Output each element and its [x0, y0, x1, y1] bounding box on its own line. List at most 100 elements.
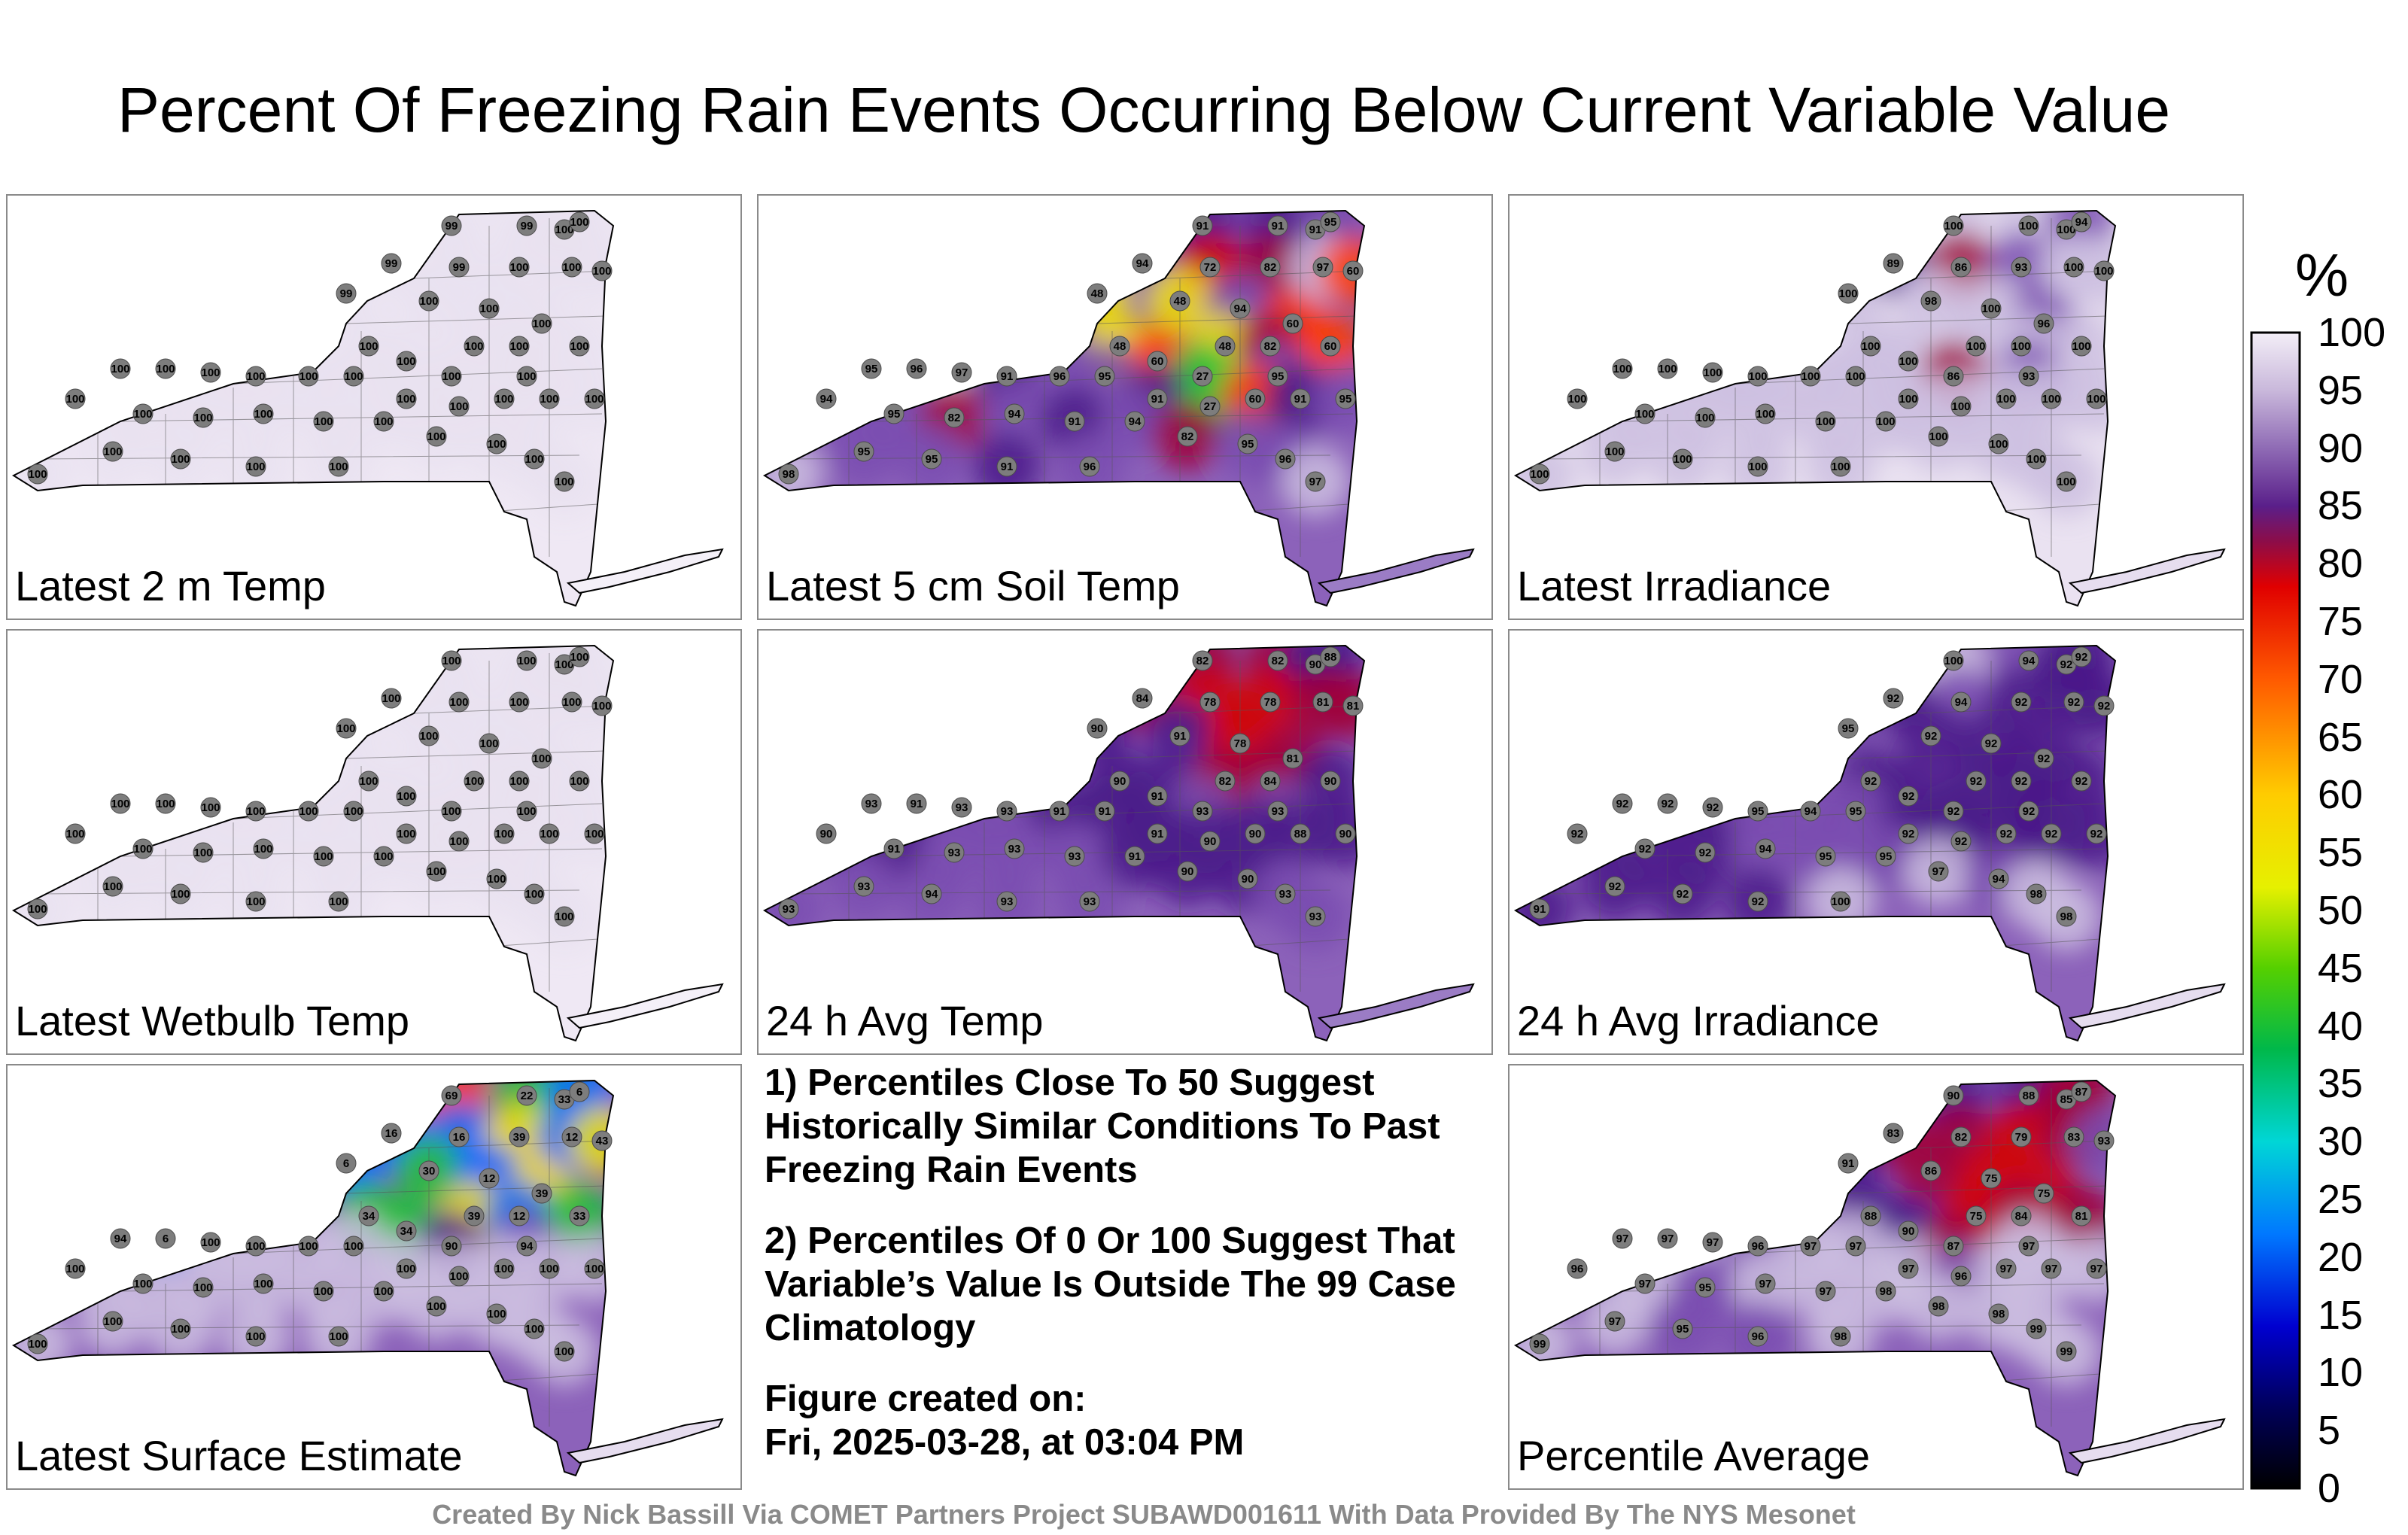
station-value: 100: [374, 1285, 393, 1298]
station-value: 100: [156, 363, 175, 375]
station-marker: 99: [448, 257, 470, 278]
station-marker: 100: [381, 688, 402, 709]
station-value: 100: [494, 1263, 513, 1275]
station-value: 91: [1001, 460, 1014, 473]
station-value: 90: [1947, 1090, 1960, 1102]
station-marker: 30: [418, 1160, 439, 1181]
station-marker: 100: [343, 366, 364, 387]
station-value: 16: [453, 1131, 466, 1144]
ny-state-map: 99 99 100 100 99 99 100 100 100 99 100 100 100 100 100…: [11, 209, 724, 607]
station-value: 60: [1324, 340, 1337, 353]
station-value: 34: [400, 1225, 413, 1238]
station-marker: 60: [1245, 388, 1266, 409]
station-value: 100: [246, 895, 265, 908]
station-value: 12: [483, 1172, 496, 1185]
station-value: 100: [397, 1263, 415, 1275]
station-value: 95: [926, 453, 938, 466]
station-marker: 100: [200, 797, 221, 818]
station-value: 98: [1835, 1330, 1847, 1343]
station-value: 98: [1880, 1285, 1893, 1298]
station-value: 34: [363, 1210, 375, 1223]
station-value: 100: [419, 730, 438, 743]
station-marker: 100: [253, 403, 274, 424]
station-marker: 97: [1657, 1228, 1678, 1249]
colorbar-tick: 35: [2318, 1061, 2364, 1107]
station-marker: 92: [2071, 646, 2092, 667]
station-marker: 100: [298, 1236, 319, 1257]
station-value: 100: [103, 880, 122, 893]
station-marker: 100: [328, 891, 349, 912]
county-lines: [788, 653, 1361, 992]
station-value: 100: [1635, 408, 1654, 421]
station-value: 91: [1001, 370, 1014, 383]
station-marker: 100: [554, 1341, 575, 1362]
station-marker: 48: [1087, 283, 1108, 304]
station-marker: 95: [1094, 366, 1115, 387]
station-value: 85: [2060, 1093, 2073, 1106]
station-value: 100: [585, 828, 604, 840]
panel-wetbulb-temp: 100 100 100 100 100 100 100 100 100 100 100 100 100 1…: [6, 629, 742, 1055]
station-value: 60: [1151, 355, 1164, 368]
station-value: 96: [1955, 1270, 1968, 1283]
station-marker: 97: [1612, 1228, 1633, 1249]
station-marker: 91: [996, 456, 1017, 477]
station-marker: 92: [1657, 793, 1678, 814]
station-value: 100: [509, 261, 528, 274]
created-label: Figure created on:: [765, 1378, 1087, 1419]
station-marker: 100: [494, 823, 515, 844]
station-marker: 100: [1634, 403, 1655, 424]
station-value: 100: [314, 850, 333, 863]
station-value: 100: [254, 408, 272, 421]
station-marker: 60: [1282, 313, 1303, 334]
station-marker: 60: [1320, 336, 1341, 357]
panel-2m-temp: 99 99 100 100 99 99 100 100 100 99 100 100 100 100 100…: [6, 194, 742, 620]
station-marker: 90: [1109, 771, 1130, 792]
station-value: 100: [1673, 453, 1692, 466]
station-marker: 96: [1747, 1236, 1768, 1257]
station-value: 100: [449, 400, 468, 413]
station-value: 92: [1662, 798, 1674, 810]
station-marker: 100: [1988, 433, 2009, 454]
panel-label: Latest 2 m Temp: [15, 562, 326, 609]
station-marker: 92: [1898, 823, 1919, 844]
station-marker: 6: [569, 1081, 590, 1102]
station-marker: 6: [336, 1153, 357, 1174]
station-value: 95: [888, 408, 901, 421]
station-marker: 100: [343, 801, 364, 822]
station-marker: 100: [464, 771, 485, 792]
station-marker: 97: [1928, 861, 1949, 882]
station-value: 100: [585, 393, 604, 406]
station-value: 93: [956, 801, 968, 814]
station-marker: 81: [1342, 695, 1364, 716]
station-value: 78: [1204, 696, 1217, 709]
station-value: 99: [521, 220, 534, 233]
station-value: 100: [103, 1315, 122, 1328]
state-outline: [11, 209, 615, 607]
station-value: 84: [1136, 692, 1149, 705]
station-value: 90: [1114, 775, 1126, 788]
station-marker: 92: [2011, 692, 2032, 713]
station-value: 100: [532, 752, 551, 765]
station-value: 92: [2075, 651, 2088, 664]
station-value: 92: [1639, 843, 1652, 856]
station-value: 97: [1902, 1263, 1915, 1275]
station-marker: 95: [1875, 846, 1896, 867]
station-marker: 100: [298, 366, 319, 387]
station-marker: 91: [1064, 411, 1085, 432]
station-value: 98: [783, 468, 795, 481]
station-value: 12: [513, 1210, 526, 1223]
station-marker: 100: [561, 692, 582, 713]
county-lines: [37, 653, 610, 992]
county-lines: [1539, 218, 2112, 557]
station-marker: 100: [373, 411, 394, 432]
station-marker: 100: [1860, 336, 1881, 357]
station-marker: 90: [1177, 861, 1198, 882]
station-marker: 100: [193, 407, 214, 428]
station-marker: 98: [2026, 883, 2047, 904]
station-value: 100: [562, 696, 581, 709]
station-marker: 90: [1199, 831, 1221, 852]
station-value: 100: [28, 468, 47, 481]
station-value: 100: [336, 722, 355, 735]
station-marker: 95: [1845, 801, 1866, 822]
